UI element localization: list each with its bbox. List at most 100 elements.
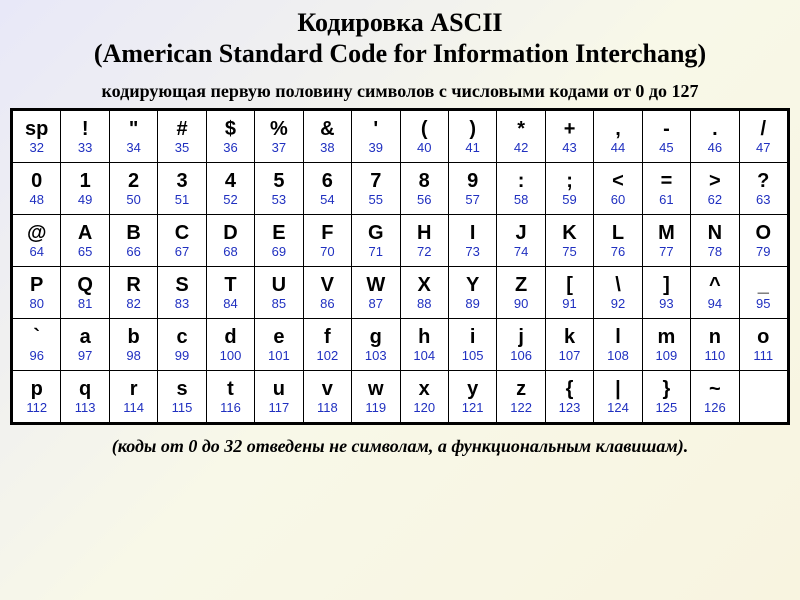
ascii-symbol: F bbox=[304, 223, 351, 243]
ascii-symbol: y bbox=[449, 379, 496, 399]
ascii-code: 116 bbox=[207, 401, 254, 414]
ascii-symbol: , bbox=[594, 119, 641, 139]
ascii-cell: R82 bbox=[109, 267, 157, 319]
ascii-code: 97 bbox=[61, 349, 108, 362]
ascii-code: 104 bbox=[401, 349, 448, 362]
ascii-cell: ?63 bbox=[739, 163, 787, 215]
ascii-code: 90 bbox=[497, 297, 544, 310]
ascii-cell: 856 bbox=[400, 163, 448, 215]
ascii-symbol: h bbox=[401, 327, 448, 347]
ascii-symbol: " bbox=[110, 119, 157, 139]
ascii-cell: +43 bbox=[545, 111, 593, 163]
ascii-code: 119 bbox=[352, 401, 399, 414]
ascii-code: 70 bbox=[304, 245, 351, 258]
ascii-cell: &38 bbox=[303, 111, 351, 163]
ascii-cell: y121 bbox=[448, 371, 496, 423]
ascii-code: 88 bbox=[401, 297, 448, 310]
ascii-code: 79 bbox=[740, 245, 787, 258]
ascii-cell: @64 bbox=[13, 215, 61, 267]
ascii-code: 59 bbox=[546, 193, 593, 206]
ascii-code: 34 bbox=[110, 141, 157, 154]
ascii-cell: )41 bbox=[448, 111, 496, 163]
ascii-symbol: p bbox=[13, 379, 60, 399]
ascii-code: 107 bbox=[546, 349, 593, 362]
ascii-cell: 755 bbox=[352, 163, 400, 215]
ascii-code: 55 bbox=[352, 193, 399, 206]
ascii-symbol: 5 bbox=[255, 171, 302, 191]
ascii-symbol: s bbox=[158, 379, 205, 399]
ascii-code: 81 bbox=[61, 297, 108, 310]
ascii-cell: I73 bbox=[448, 215, 496, 267]
ascii-code: 93 bbox=[643, 297, 690, 310]
ascii-cell: B66 bbox=[109, 215, 157, 267]
ascii-symbol: w bbox=[352, 379, 399, 399]
ascii-symbol: R bbox=[110, 275, 157, 295]
ascii-symbol: J bbox=[497, 223, 544, 243]
ascii-code: 110 bbox=[691, 349, 738, 362]
ascii-code: 49 bbox=[61, 193, 108, 206]
ascii-cell: d100 bbox=[206, 319, 254, 371]
ascii-symbol: ( bbox=[401, 119, 448, 139]
ascii-code: 50 bbox=[110, 193, 157, 206]
ascii-symbol: ~ bbox=[691, 379, 738, 399]
ascii-table: sp32!33"34#35$36%37&38'39(40)41*42+43,44… bbox=[12, 110, 788, 423]
ascii-cell: W87 bbox=[352, 267, 400, 319]
ascii-cell: \92 bbox=[594, 267, 642, 319]
ascii-cell: h 104 bbox=[400, 319, 448, 371]
ascii-symbol: @ bbox=[13, 223, 60, 243]
ascii-symbol: K bbox=[546, 223, 593, 243]
table-row: p112q113r114s115t116u117v118w119x120y121… bbox=[13, 371, 788, 423]
ascii-cell: >62 bbox=[691, 163, 739, 215]
ascii-cell: M77 bbox=[642, 215, 690, 267]
table-row: `96a97b98c99d100e101f102g103h104i105j106… bbox=[13, 319, 788, 371]
table-row: @64A65B66C67D68E69F70G71H72I73J74K75L76M… bbox=[13, 215, 788, 267]
ascii-symbol: [ bbox=[546, 275, 593, 295]
ascii-code: 94 bbox=[691, 297, 738, 310]
ascii-code: 64 bbox=[13, 245, 60, 258]
ascii-cell: Q81 bbox=[61, 267, 109, 319]
ascii-symbol: k bbox=[546, 327, 593, 347]
ascii-cell: D68 bbox=[206, 215, 254, 267]
ascii-code: 85 bbox=[255, 297, 302, 310]
ascii-symbol: A bbox=[61, 223, 108, 243]
ascii-symbol: ? bbox=[740, 171, 787, 191]
ascii-code: 46 bbox=[691, 141, 738, 154]
ascii-cell: a97 bbox=[61, 319, 109, 371]
title-line2: American Standard Code for Information I… bbox=[103, 39, 698, 68]
ascii-code: 108 bbox=[594, 349, 641, 362]
ascii-code: 115 bbox=[158, 401, 205, 414]
ascii-symbol: e bbox=[255, 327, 302, 347]
ascii-cell: w 119 bbox=[352, 371, 400, 423]
ascii-cell: `96 bbox=[13, 319, 61, 371]
ascii-symbol: 9 bbox=[449, 171, 496, 191]
ascii-code: 109 bbox=[643, 349, 690, 362]
ascii-symbol: q bbox=[61, 379, 108, 399]
ascii-symbol: T bbox=[207, 275, 254, 295]
ascii-cell: " 34 bbox=[109, 111, 157, 163]
subtitle: кодирующая первую половину символов с чи… bbox=[10, 81, 790, 102]
ascii-code: 35 bbox=[158, 141, 205, 154]
ascii-code: 105 bbox=[449, 349, 496, 362]
ascii-code: 87 bbox=[352, 297, 399, 310]
ascii-code: 72 bbox=[401, 245, 448, 258]
ascii-code: 95 bbox=[740, 297, 787, 310]
ascii-cell: i105 bbox=[448, 319, 496, 371]
ascii-code: 68 bbox=[207, 245, 254, 258]
ascii-code: 48 bbox=[13, 193, 60, 206]
ascii-symbol: c bbox=[158, 327, 205, 347]
ascii-code: 75 bbox=[546, 245, 593, 258]
ascii-cell: 654 bbox=[303, 163, 351, 215]
ascii-symbol: L bbox=[594, 223, 641, 243]
ascii-symbol: M bbox=[643, 223, 690, 243]
ascii-cell: -45 bbox=[642, 111, 690, 163]
ascii-code: 83 bbox=[158, 297, 205, 310]
ascii-code: 57 bbox=[449, 193, 496, 206]
ascii-cell: Z90 bbox=[497, 267, 545, 319]
ascii-cell: sp32 bbox=[13, 111, 61, 163]
ascii-symbol: 1 bbox=[61, 171, 108, 191]
ascii-symbol: $ bbox=[207, 119, 254, 139]
ascii-cell: r114 bbox=[109, 371, 157, 423]
ascii-symbol: m bbox=[643, 327, 690, 347]
ascii-code: 32 bbox=[13, 141, 60, 154]
ascii-cell: <60 bbox=[594, 163, 642, 215]
